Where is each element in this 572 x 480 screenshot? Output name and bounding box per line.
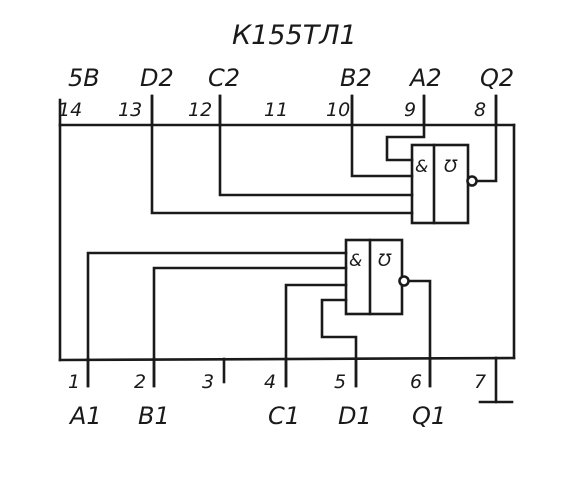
gate-1-wiring bbox=[86, 251, 432, 388]
pin-number-8: 8 bbox=[474, 99, 486, 121]
top-signal-9: А2 bbox=[408, 64, 442, 92]
bottom-pin-stubs bbox=[86, 356, 498, 404]
top-signal-8: Q2 bbox=[480, 64, 514, 92]
gate-2-and-symbol: & bbox=[415, 157, 428, 177]
pin-number-5: 5 bbox=[334, 371, 346, 393]
bottom-signal-5: D1 bbox=[338, 402, 372, 430]
gate-1-body bbox=[344, 238, 404, 316]
gate-1-schmitt-nand: & Ʊ bbox=[344, 238, 410, 316]
pin-number-2: 2 bbox=[134, 371, 146, 393]
top-signal-12: C2 bbox=[208, 64, 240, 92]
pin-number-11: 11 bbox=[264, 99, 288, 121]
gate-2-inverter-bubble bbox=[466, 175, 478, 187]
gate-1-schmitt-symbol: Ʊ bbox=[378, 251, 392, 271]
pin-number-4: 4 bbox=[264, 371, 276, 393]
gate-2-schmitt-symbol: Ʊ bbox=[444, 157, 458, 177]
pin-number-12: 12 bbox=[188, 99, 212, 121]
pin-number-14: 14 bbox=[58, 99, 82, 121]
pin-number-6: 6 bbox=[410, 371, 422, 393]
bottom-signal-4: C1 bbox=[268, 402, 300, 430]
gate-1-and-symbol: & bbox=[349, 251, 362, 271]
gate-2-schmitt-nand: & Ʊ bbox=[410, 143, 478, 225]
pin-number-7: 7 bbox=[474, 371, 486, 393]
pin-number-3: 3 bbox=[202, 371, 214, 393]
top-signal-13: D2 bbox=[140, 64, 174, 92]
bottom-signal-2: В1 bbox=[138, 402, 170, 430]
bottom-signal-6: Q1 bbox=[412, 402, 446, 430]
top-signal-10: В2 bbox=[340, 64, 372, 92]
chip-title: К155ТЛ1 bbox=[232, 20, 357, 51]
gate-2-wiring bbox=[150, 94, 498, 215]
pin-number-10: 10 bbox=[326, 99, 350, 121]
gate-1-inverter-bubble bbox=[398, 275, 410, 287]
pin-number-13: 13 bbox=[118, 99, 142, 121]
top-signal-14: 5В bbox=[68, 64, 100, 92]
bottom-signal-1: А1 bbox=[68, 402, 102, 430]
pin-number-1: 1 bbox=[68, 371, 80, 393]
pin-number-9: 9 bbox=[404, 99, 416, 121]
